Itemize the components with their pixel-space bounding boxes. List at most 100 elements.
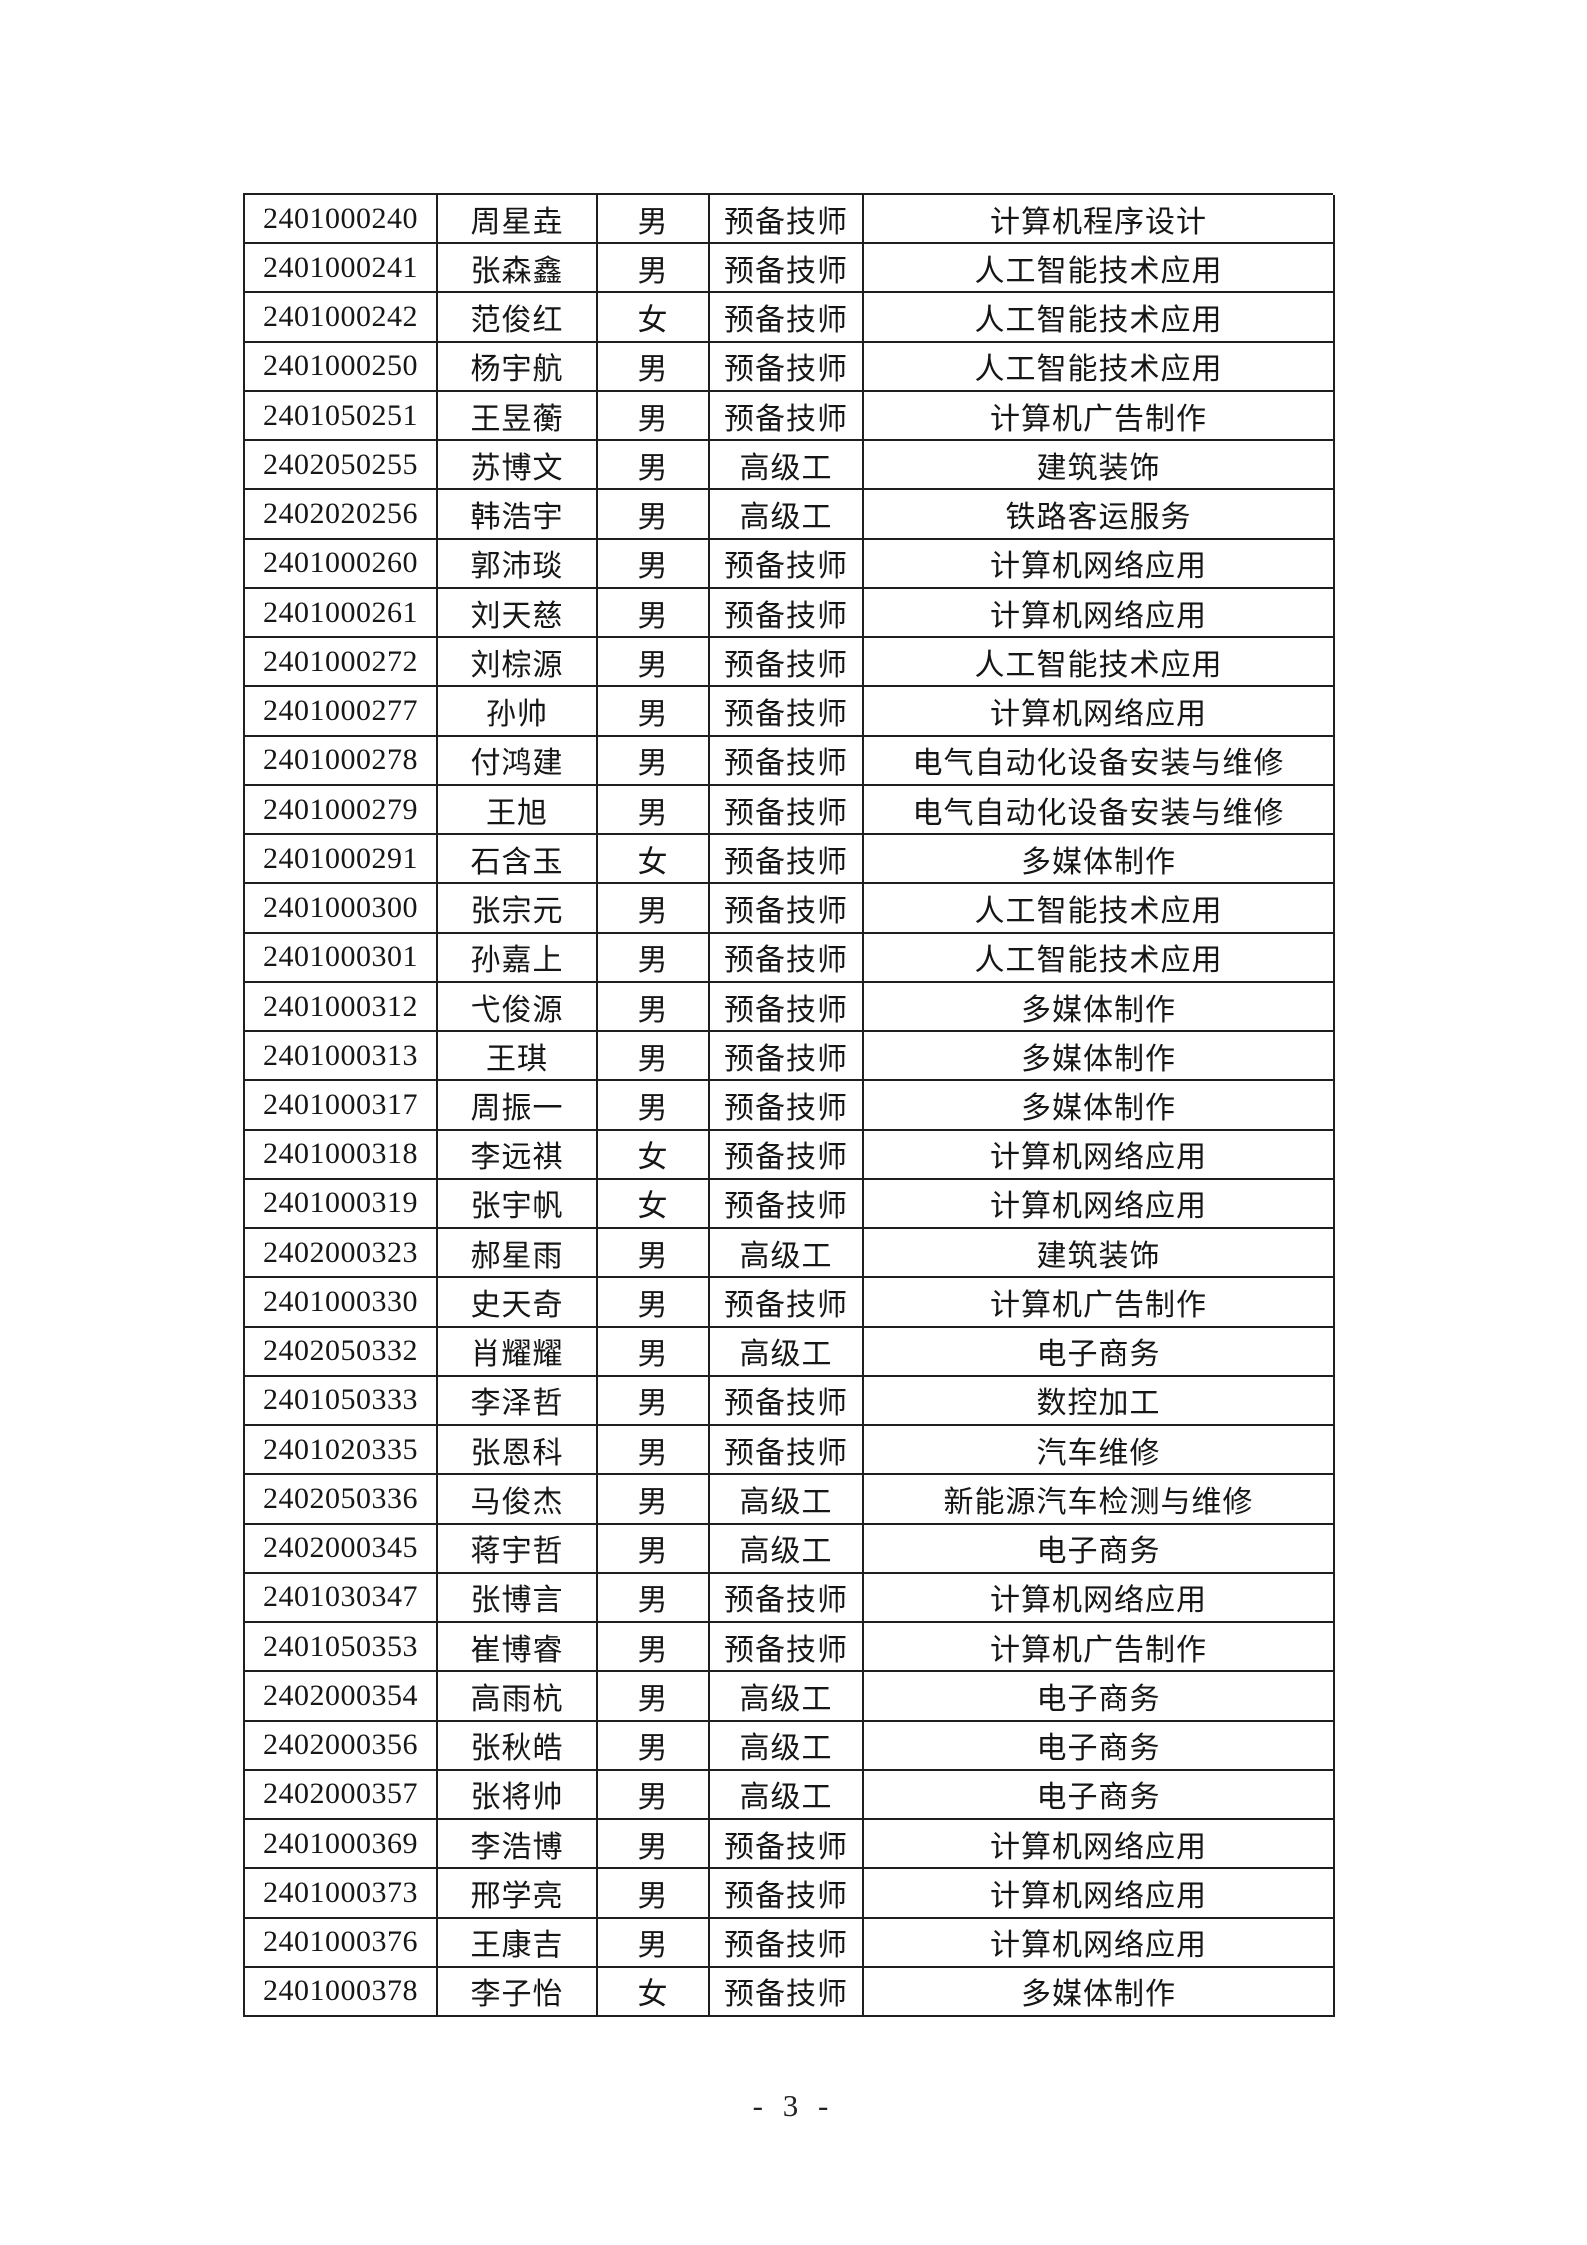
cell-major: 多媒体制作 — [864, 982, 1335, 1033]
cell-level: 预备技师 — [710, 588, 864, 639]
cell-gender: 男 — [598, 1327, 710, 1377]
cell-name: 肖耀耀 — [438, 1327, 598, 1377]
cell-gender: 男 — [598, 1918, 710, 1968]
cell-student-id: 2401000278 — [245, 736, 438, 786]
cell-name: 王昱蘅 — [438, 391, 598, 442]
cell-student-id: 2401000378 — [245, 1967, 438, 2017]
page-number: - 3 - — [752, 2088, 835, 2123]
cell-student-id: 2401000241 — [245, 244, 438, 294]
cell-level: 高级工 — [710, 1770, 864, 1821]
cell-gender: 男 — [598, 1081, 710, 1131]
cell-student-id: 2401000272 — [245, 638, 438, 688]
cell-name: 孙嘉上 — [438, 933, 598, 983]
cell-student-id: 2401000279 — [245, 785, 438, 836]
cell-gender: 男 — [598, 1229, 710, 1279]
cell-level: 预备技师 — [710, 391, 864, 442]
cell-name: 蒋宇哲 — [438, 1524, 598, 1574]
cell-gender: 男 — [598, 391, 710, 442]
cell-major: 计算机网络应用 — [864, 1130, 1335, 1180]
cell-level: 高级工 — [710, 1524, 864, 1574]
cell-gender: 男 — [598, 687, 710, 737]
cell-student-id: 2401000312 — [245, 982, 438, 1033]
cell-student-id: 2401000317 — [245, 1081, 438, 1131]
cell-student-id: 2401000301 — [245, 933, 438, 983]
cell-student-id: 2401000319 — [245, 1179, 438, 1230]
cell-name: 苏博文 — [438, 441, 598, 491]
cell-gender: 女 — [598, 293, 710, 343]
cell-gender: 男 — [598, 1426, 710, 1476]
cell-name: 史天奇 — [438, 1278, 598, 1328]
cell-student-id: 2402020256 — [245, 490, 438, 540]
cell-major: 电子商务 — [864, 1770, 1335, 1821]
cell-level: 高级工 — [710, 1721, 864, 1771]
cell-student-id: 2401000261 — [245, 588, 438, 639]
cell-gender: 男 — [598, 1573, 710, 1624]
cell-level: 预备技师 — [710, 1130, 864, 1180]
cell-major: 电子商务 — [864, 1327, 1335, 1377]
cell-major: 电子商务 — [864, 1672, 1335, 1722]
cell-major: 计算机网络应用 — [864, 1820, 1335, 1870]
cell-name: 刘棕源 — [438, 638, 598, 688]
cell-gender: 男 — [598, 195, 710, 245]
cell-major: 铁路客运服务 — [864, 490, 1335, 540]
cell-name: 张博言 — [438, 1573, 598, 1624]
cell-level: 预备技师 — [710, 687, 864, 737]
cell-student-id: 2401000291 — [245, 835, 438, 885]
cell-student-id: 2401000313 — [245, 1032, 438, 1082]
cell-name: 孙帅 — [438, 687, 598, 737]
cell-name: 李泽哲 — [438, 1376, 598, 1427]
cell-name: 高雨杭 — [438, 1672, 598, 1722]
cell-gender: 男 — [598, 1524, 710, 1574]
cell-name: 付鸿建 — [438, 736, 598, 786]
student-roster-table: 2401000240 周星垚男预备技师 计算机程序设计 2401000241 张森鑫男预… — [243, 193, 1335, 2017]
cell-level: 预备技师 — [710, 1967, 864, 2017]
cell-name: 韩浩宇 — [438, 490, 598, 540]
cell-student-id: 2401000300 — [245, 884, 438, 934]
cell-student-id: 2401030347 — [245, 1573, 438, 1624]
cell-gender: 男 — [598, 1376, 710, 1427]
cell-name: 郝星雨 — [438, 1229, 598, 1279]
cell-gender: 男 — [598, 785, 710, 836]
cell-student-id: 2401000376 — [245, 1918, 438, 1968]
cell-major: 电气自动化设备安装与维修 — [864, 785, 1335, 836]
cell-name: 张将帅 — [438, 1770, 598, 1821]
cell-student-id: 2401000242 — [245, 293, 438, 343]
cell-level: 预备技师 — [710, 244, 864, 294]
cell-gender: 男 — [598, 244, 710, 294]
cell-gender: 男 — [598, 588, 710, 639]
cell-name: 崔博睿 — [438, 1623, 598, 1673]
cell-level: 预备技师 — [710, 638, 864, 688]
cell-gender: 男 — [598, 1278, 710, 1328]
cell-name: 张宗元 — [438, 884, 598, 934]
cell-level: 预备技师 — [710, 1820, 864, 1870]
cell-level: 预备技师 — [710, 1869, 864, 1919]
cell-level: 高级工 — [710, 1327, 864, 1377]
cell-level: 预备技师 — [710, 835, 864, 885]
cell-gender: 男 — [598, 1475, 710, 1525]
cell-major: 人工智能技术应用 — [864, 342, 1335, 392]
cell-major: 计算机广告制作 — [864, 391, 1335, 442]
cell-student-id: 2401050353 — [245, 1623, 438, 1673]
cell-major: 多媒体制作 — [864, 1967, 1335, 2017]
cell-name: 王康吉 — [438, 1918, 598, 1968]
cell-student-id: 2401000277 — [245, 687, 438, 737]
cell-level: 高级工 — [710, 1475, 864, 1525]
cell-student-id: 2401000330 — [245, 1278, 438, 1328]
cell-name: 周星垚 — [438, 195, 598, 245]
cell-gender: 女 — [598, 1967, 710, 2017]
cell-level: 预备技师 — [710, 933, 864, 983]
cell-major: 建筑装饰 — [864, 1229, 1335, 1279]
cell-level: 预备技师 — [710, 1032, 864, 1082]
cell-name: 周振一 — [438, 1081, 598, 1131]
cell-level: 预备技师 — [710, 342, 864, 392]
cell-name: 张宇帆 — [438, 1179, 598, 1230]
cell-name: 邢学亮 — [438, 1869, 598, 1919]
cell-major: 计算机广告制作 — [864, 1623, 1335, 1673]
cell-student-id: 2402000354 — [245, 1672, 438, 1722]
cell-level: 预备技师 — [710, 293, 864, 343]
cell-major: 人工智能技术应用 — [864, 933, 1335, 983]
cell-gender: 女 — [598, 1179, 710, 1230]
cell-major: 计算机网络应用 — [864, 1869, 1335, 1919]
cell-student-id: 2402000323 — [245, 1229, 438, 1279]
